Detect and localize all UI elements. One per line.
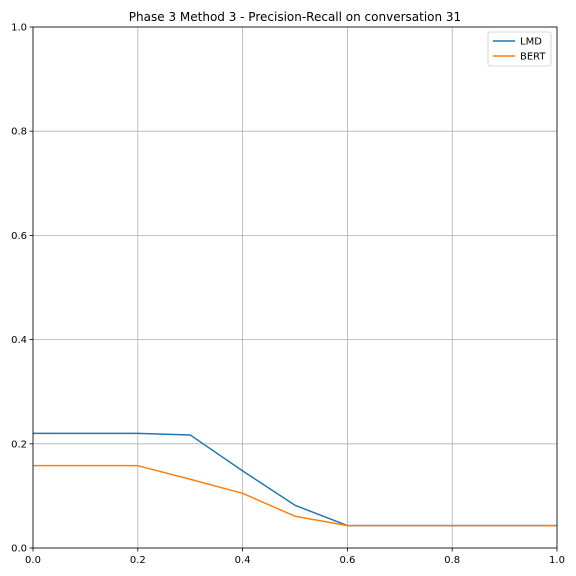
series-layer: [33, 432, 557, 527]
y-tick-label: 0.2: [11, 439, 27, 450]
x-tick-label: 0.2: [130, 555, 146, 566]
y-tick-label: 0.0: [11, 544, 27, 555]
series-line-bert: [33, 464, 557, 527]
y-tick-label: 1.0: [11, 23, 27, 34]
x-tick-label: 1.0: [549, 555, 565, 566]
x-tick-label: 0.6: [339, 555, 355, 566]
legend: LMD BERT: [487, 31, 552, 67]
y-tick-label: 0.8: [11, 127, 27, 138]
x-tick-label: 0.4: [235, 555, 251, 566]
chart-title: Phase 3 Method 3 - Precision-Recall on c…: [129, 10, 461, 24]
y-tick-label: 0.6: [11, 231, 27, 242]
tick-layer: 0.0 0.2 0.4 0.6 0.8 1.0 0.0 0.2 0.4 0.6 0.8 1.0: [11, 23, 565, 567]
legend-label-lmd: LMD: [520, 37, 542, 48]
x-tick-label: 0.0: [25, 555, 41, 566]
legend-label-bert: BERT: [520, 52, 546, 63]
plot-frame: [32, 26, 558, 549]
x-tick-label: 0.8: [444, 555, 460, 566]
y-tick-label: 0.4: [11, 335, 27, 346]
